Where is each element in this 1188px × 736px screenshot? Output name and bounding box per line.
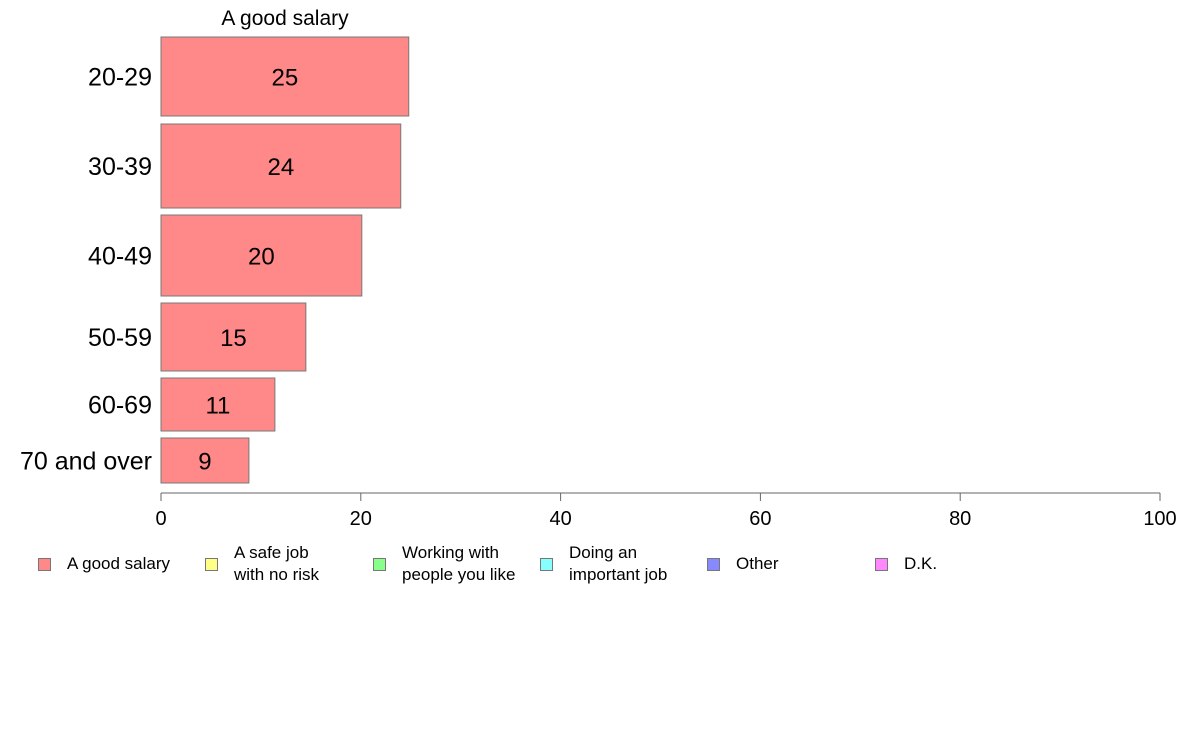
x-tick-label: 100: [1143, 508, 1176, 530]
legend-item: D.K.: [875, 542, 937, 586]
x-tick-label: 80: [949, 508, 971, 530]
x-tick-label: 40: [549, 508, 571, 530]
category-label: 60-69: [88, 392, 152, 420]
legend-item: A safe job with no risk: [205, 542, 319, 586]
legend-item: Doing an important job: [540, 542, 667, 586]
bar-value-label: 15: [220, 325, 247, 352]
bar-70-and-over: [160, 437, 250, 484]
x-tick-label: 20: [350, 508, 372, 530]
legend-item: Working with people you like: [373, 542, 515, 586]
bar-value-label: 9: [198, 449, 211, 476]
legend-item: A good salary: [38, 542, 170, 586]
legend-swatch: [373, 557, 386, 571]
legend-label: A good salary: [67, 554, 171, 573]
legend-label: D.K.: [904, 554, 938, 573]
bar-20-29: [160, 36, 410, 117]
bar-40-49: [160, 214, 363, 297]
bar-value-label: 11: [205, 393, 230, 420]
panel-title: A good salary: [221, 7, 349, 30]
legend-swatch: [707, 557, 720, 571]
x-tick-label: 60: [749, 508, 771, 530]
legend-swatch: [38, 557, 51, 571]
category-label: 70 and over: [20, 448, 152, 476]
bar-value-label: 25: [272, 65, 299, 92]
legend-item: Other: [707, 542, 779, 586]
legend-label: A safe job with no risk: [234, 543, 320, 584]
legend: A good salary A safe job with no risk Work…: [38, 542, 1138, 592]
bar-60-69: [160, 377, 276, 432]
legend-swatch: [205, 557, 218, 571]
bar-value-label: 20: [248, 244, 275, 271]
bars-group: 25 20-29 24 30-39 20 40-49 15 50-59 11 60-69 9 70 a…: [20, 36, 410, 484]
category-label: 50-59: [88, 324, 152, 352]
category-label: 20-29: [88, 64, 152, 92]
category-label: 40-49: [88, 243, 152, 271]
x-tick-label: 0: [155, 508, 166, 530]
legend-label: Other: [736, 554, 779, 573]
x-axis: 0 20 40 60 80 100: [155, 492, 1177, 530]
category-label: 30-39: [88, 153, 152, 181]
bar-value-label: 24: [268, 154, 295, 181]
legend-swatch: [875, 557, 888, 571]
legend-label: Working with people you like: [402, 543, 516, 584]
legend-label: Doing an important job: [569, 543, 668, 584]
bar-30-39: [160, 123, 402, 209]
bar-50-59: [160, 302, 307, 372]
legend-swatch: [540, 557, 553, 571]
